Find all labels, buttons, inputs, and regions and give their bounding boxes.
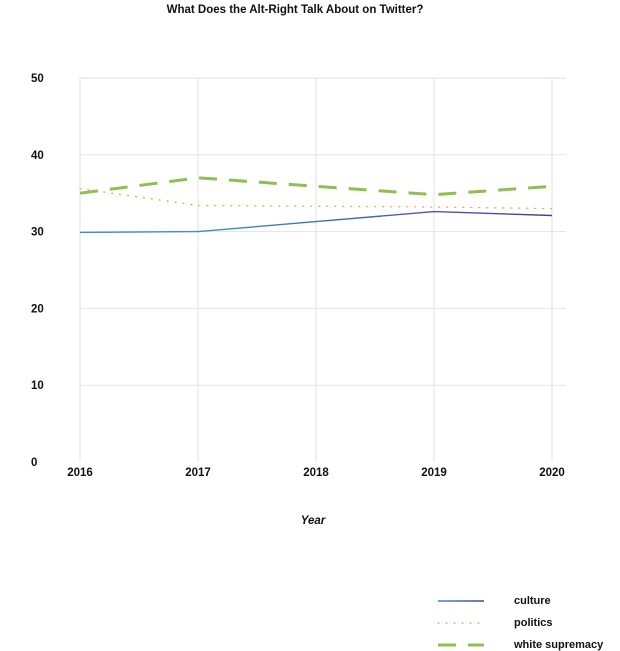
series-line-segment: [79, 230, 199, 234]
legend: culture politics white supremacy: [437, 595, 604, 651]
x-tick-label: 2020: [539, 467, 565, 479]
y-tick-label: 10: [31, 380, 44, 392]
x-axis-ticks: 2016 2017 2018 2019 2020: [67, 467, 565, 479]
y-tick-label: 0: [31, 457, 37, 469]
series-line: [79, 176, 553, 197]
x-tick-label: 2017: [185, 467, 211, 479]
y-tick-label: 20: [31, 303, 44, 315]
legend-label: politics: [514, 617, 553, 629]
legend-item-culture: culture: [438, 595, 551, 607]
x-axis-title: Year: [301, 515, 326, 527]
series-politics: [79, 187, 553, 210]
series-line: [79, 187, 553, 210]
y-tick-label: 50: [31, 73, 44, 85]
y-tick-label: 30: [31, 227, 44, 239]
grid: [79, 77, 566, 462]
chart-title: What Does the Alt-Right Talk About on Tw…: [167, 4, 424, 16]
y-axis-ticks: 0 10 20 30 40 50: [31, 73, 44, 469]
plot-area: [79, 176, 553, 234]
x-tick-label: 2016: [67, 467, 93, 479]
legend-label: white supremacy: [513, 639, 604, 651]
x-tick-label: 2019: [421, 467, 447, 479]
legend-item-politics: politics: [437, 617, 553, 629]
y-tick-label: 40: [31, 150, 44, 162]
series-white-supremacy: [79, 176, 553, 197]
x-tick-label: 2018: [303, 467, 329, 479]
series-line-segment: [197, 210, 553, 233]
series-culture: [79, 210, 553, 234]
legend-item-white-supremacy: white supremacy: [438, 639, 604, 651]
legend-label: culture: [514, 595, 551, 607]
